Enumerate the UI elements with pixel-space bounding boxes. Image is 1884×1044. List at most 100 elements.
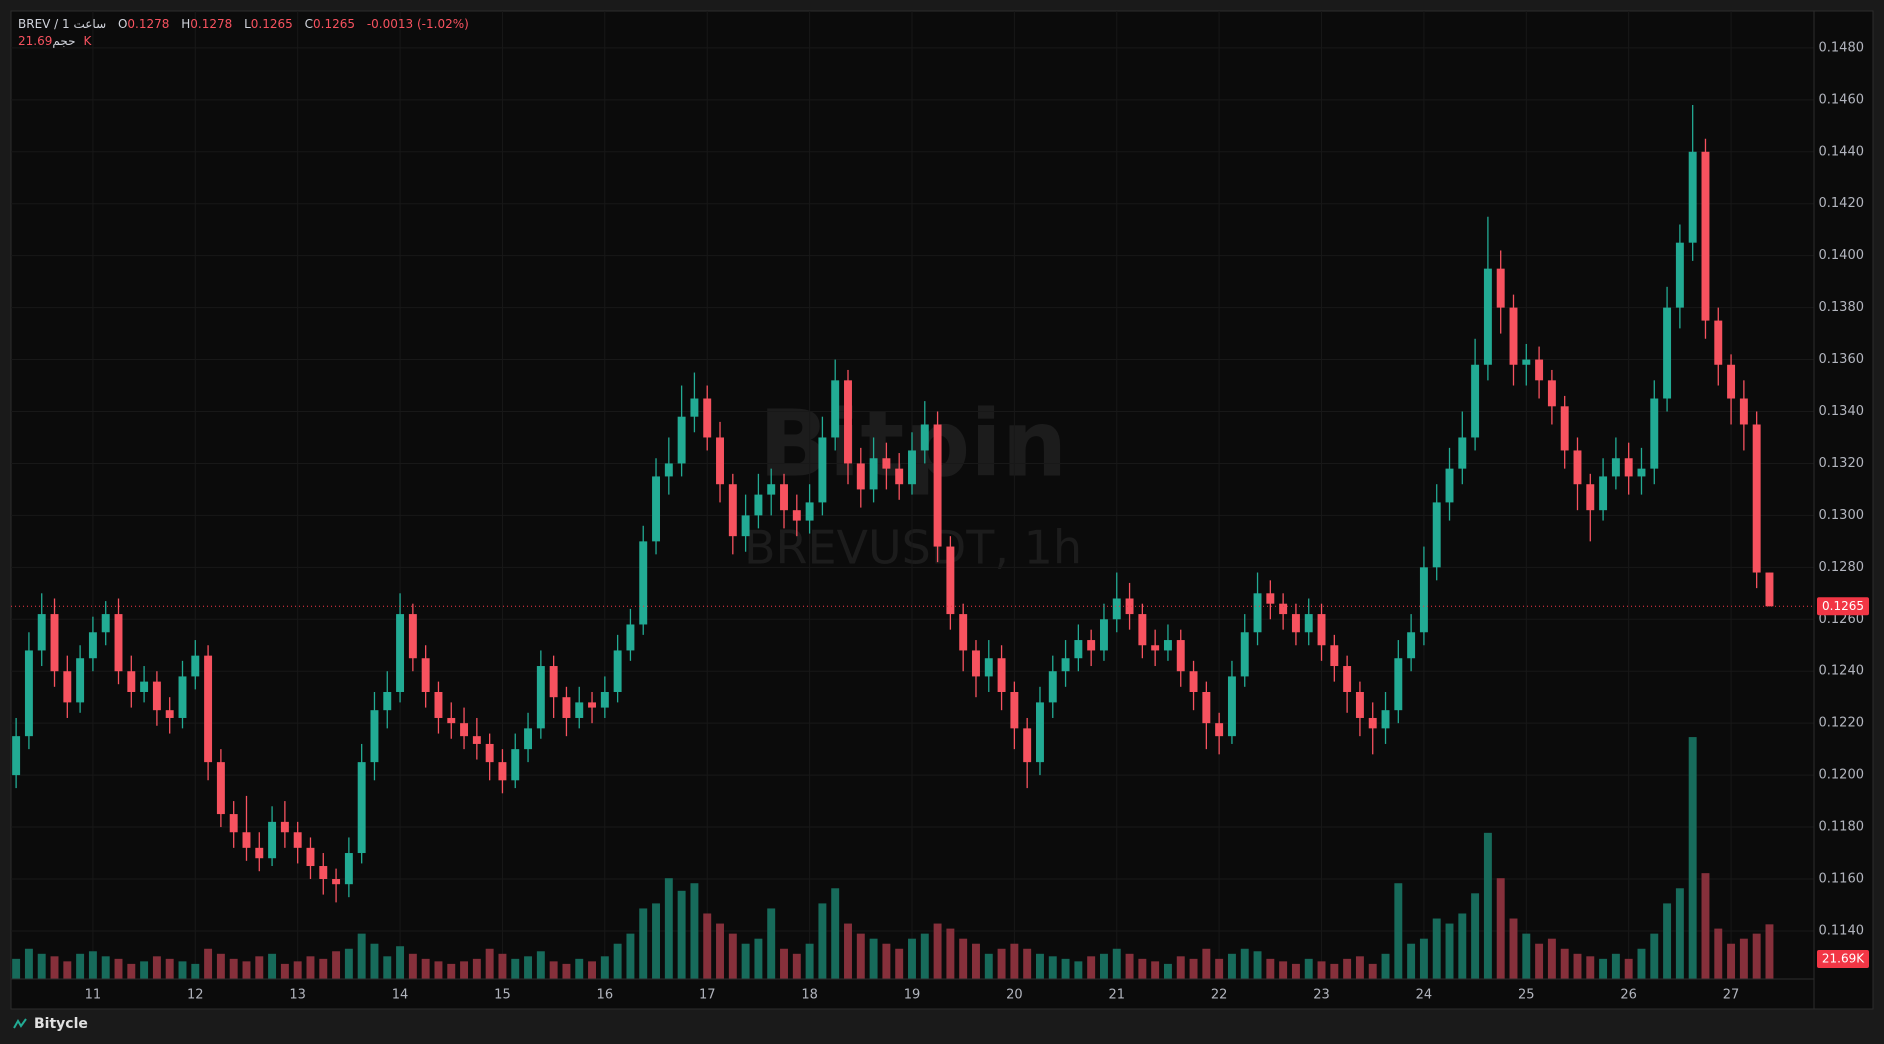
volume-bar [50,956,59,979]
volume-bar [1304,958,1313,979]
volume-bar [575,958,584,979]
chart-frame [10,10,1874,1010]
volume-bar [216,953,225,979]
volume-bar [1701,873,1710,979]
candle-body [1483,268,1492,365]
candle-body [767,484,776,495]
candle-body [1279,603,1288,615]
x-tick-label: 22 [1211,988,1228,1003]
y-tick-label: 0.1240 [1819,664,1865,679]
candle-body [1560,406,1569,451]
candle-body [1407,632,1416,659]
volume-bar [818,903,827,979]
x-tick-label: 20 [1006,988,1023,1003]
candle-body [114,614,123,672]
candle-body [1215,723,1224,737]
candle-body [1509,307,1518,365]
candle-body [178,676,187,718]
candle-body [997,658,1006,693]
candle-body [1304,614,1313,633]
candle-body [869,458,878,490]
volume-bar [1087,956,1096,979]
y-tick-label: 0.1140 [1819,923,1865,938]
volume-bar [1125,953,1134,979]
candle-body [984,658,993,677]
volume-bar [1714,928,1723,979]
volume-bar [165,958,174,979]
open-value: 0.1278 [127,17,170,31]
candle-body [1522,359,1531,365]
volume-bar [1535,943,1544,979]
candle-body [12,736,21,776]
volume-bar [1048,956,1057,979]
volume-bar [344,948,353,979]
volume-bar [728,933,737,979]
candle-body [1624,458,1633,477]
volume-bar [997,948,1006,979]
candle-body [613,650,622,693]
volume-bar [447,963,456,979]
candle-body [485,743,494,763]
volume-bar [1176,956,1185,979]
volume-bar [677,890,686,979]
candle-body [1202,692,1211,724]
volume-bar [1381,953,1390,979]
candle-body [1368,717,1377,729]
volume-bar [1394,883,1403,979]
x-tick-label: 17 [699,988,716,1003]
open-label: O [117,17,128,31]
volume-bar [703,913,712,979]
volume-bar [1266,958,1275,979]
footer-icon [13,1018,27,1029]
volume-bar [1522,933,1531,979]
candle-body [460,723,469,737]
volume-bar [933,923,942,979]
high-value: 0.1278 [190,17,233,31]
candle-body [1432,502,1441,568]
y-tick-label: 0.1160 [1819,872,1865,887]
volume-bar [37,953,46,979]
candle-body [242,832,251,848]
volume-bar [984,953,993,979]
volume-bar [1675,888,1684,979]
candle-body [280,821,289,833]
volume-bar [882,943,891,979]
volume-bar [434,961,443,979]
candle-body [229,814,238,833]
close-label: C [304,17,314,31]
y-tick-label: 0.1220 [1819,716,1865,731]
volume-bar [690,883,699,979]
volume-bar [140,961,149,979]
candle-body [1330,645,1339,667]
volume-bar [1624,958,1633,979]
candle-body [498,762,507,781]
volume-bar [421,958,430,979]
candle-body [1752,424,1761,573]
candle-body [882,458,891,469]
candle-body [856,463,865,490]
candle-body [472,736,481,744]
volume-bar [1650,933,1659,979]
candle-body [24,650,33,737]
candle-body [780,484,788,511]
candle-body [255,847,264,859]
volume-bar [920,933,929,979]
volume-bar [1253,951,1262,979]
candle-body [741,515,750,537]
volume-bar [1573,953,1582,979]
candle-body [511,749,520,781]
candle-body [50,614,59,672]
volume-bar [1765,924,1774,979]
volume-bar [1458,913,1467,979]
candle-body [1688,151,1697,243]
volume-bar [63,961,72,979]
volume-bar [895,948,904,979]
candle-body [408,614,417,659]
candle-body [1291,614,1300,633]
volume-bar [1061,958,1070,979]
candle-body [920,424,929,451]
candle-body [716,437,724,485]
y-tick-label: 0.1320 [1819,456,1865,471]
candle-body [946,546,955,615]
candle-body [1163,640,1172,651]
